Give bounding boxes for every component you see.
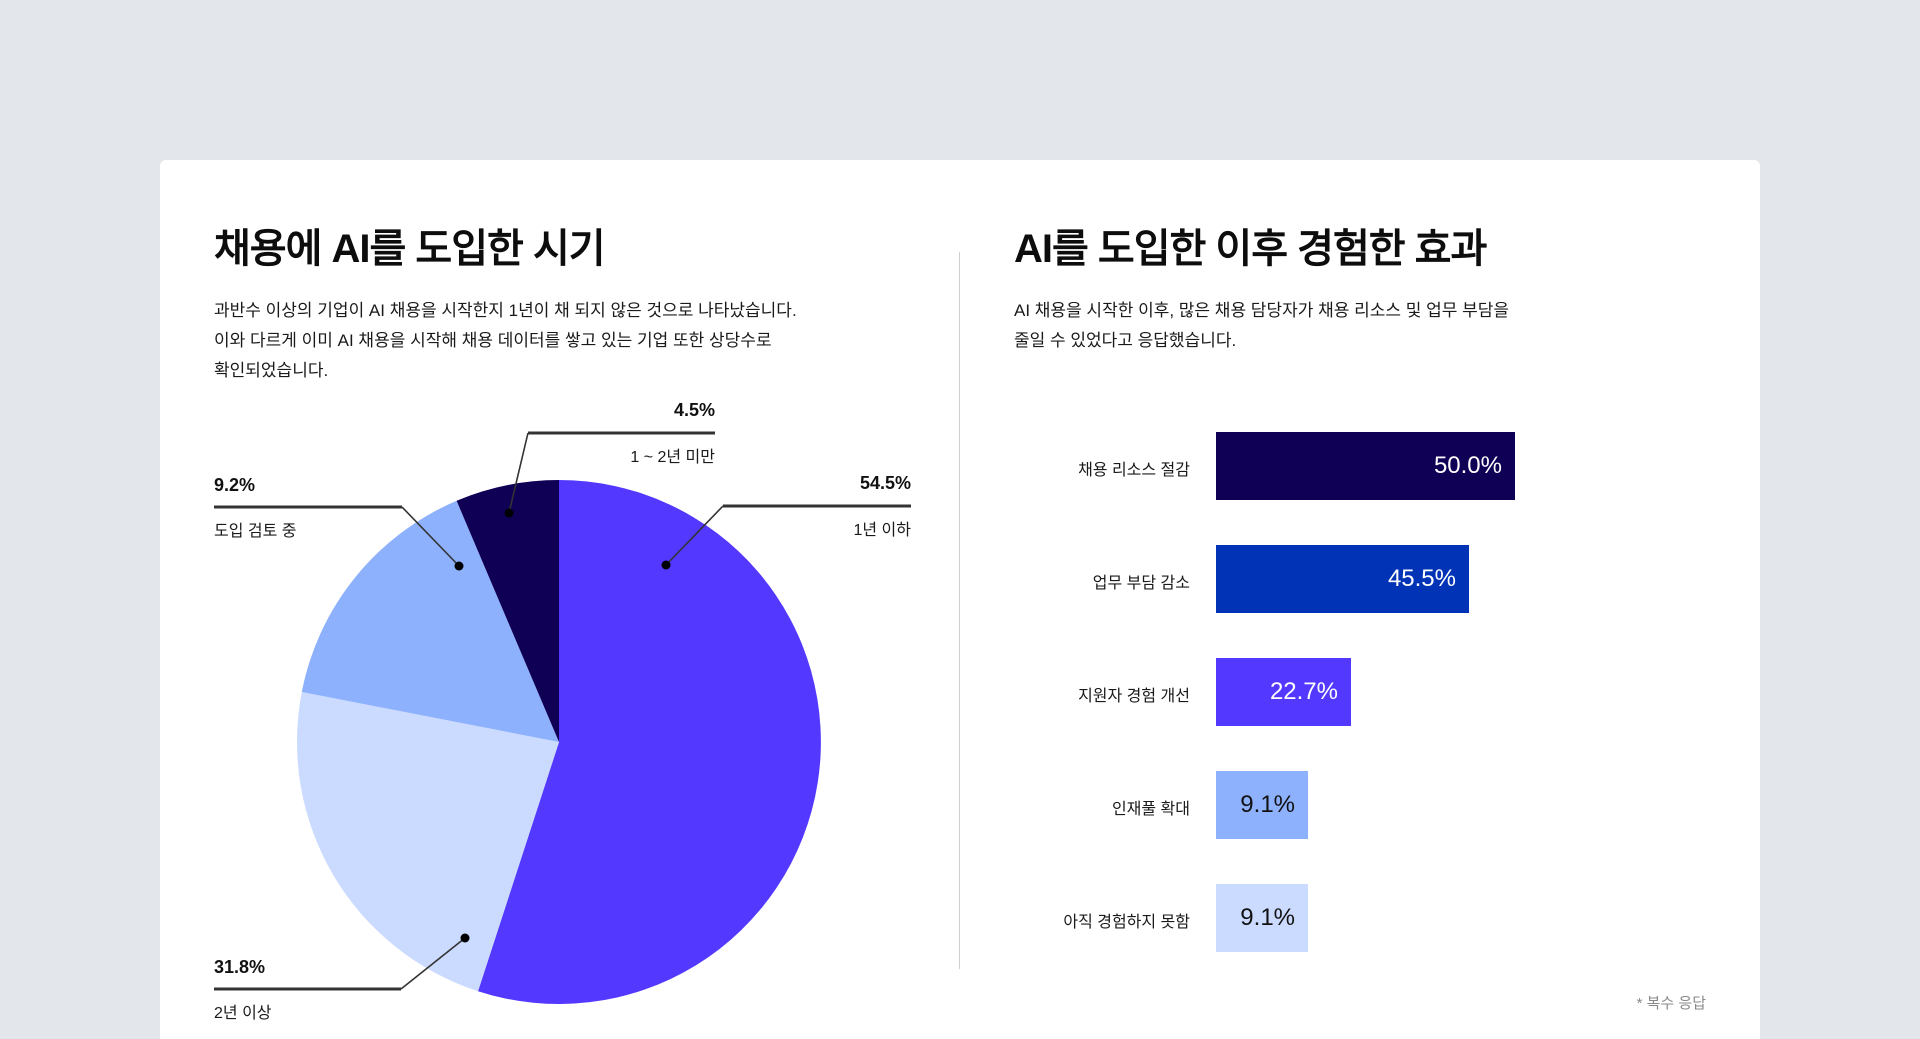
pie-chart-description: 과반수 이상의 기업이 AI 채용을 시작한지 1년이 채 되지 않은 것으로 … bbox=[214, 296, 797, 386]
leader-lines bbox=[214, 431, 911, 991]
bar-workload-reduction[interactable]: 45.5% bbox=[1216, 545, 1469, 613]
slice-pct-2-years-or-more: 31.8% bbox=[214, 957, 266, 977]
slice-label-1-to-2-years: 1 ~ 2년 미만 bbox=[630, 449, 715, 466]
bar-label: 채용 리소스 절감 bbox=[1078, 462, 1190, 479]
bar-value: 50.0% bbox=[1433, 452, 1502, 479]
bar-chart-description: AI 채용을 시작한 이후, 많은 채용 담당자가 채용 리소스 및 업무 부담… bbox=[1014, 296, 1509, 356]
bar-value: 45.5% bbox=[1387, 565, 1456, 592]
slice-label-under-review: 도입 검토 중 bbox=[214, 523, 297, 540]
bar-value: 9.1% bbox=[1240, 791, 1295, 818]
pie-slice-1-to-2-years[interactable] bbox=[456, 479, 559, 742]
pie-slice-2-years-or-more[interactable] bbox=[296, 692, 559, 992]
bar-value: 22.7% bbox=[1269, 678, 1338, 705]
description-line: AI 채용을 시작한 이후, 많은 채용 담당자가 채용 리소스 및 업무 부담… bbox=[1014, 301, 1510, 320]
slice-pct-under-review: 9.2% bbox=[214, 475, 256, 495]
leader-dots bbox=[454, 508, 671, 943]
bar-label: 지원자 경험 개선 bbox=[1078, 688, 1190, 705]
chart-card: 채용에 AI를 도입한 시기 과반수 이상의 기업이 AI 채용을 시작한지 1… bbox=[160, 160, 1760, 1039]
bar-candidate-experience[interactable]: 22.7% bbox=[1216, 658, 1351, 726]
description-line: 이와 다르게 이미 AI 채용을 시작해 채용 데이터를 쌓고 있는 기업 또한… bbox=[214, 331, 772, 350]
bar-value: 9.1% bbox=[1240, 904, 1295, 931]
multiple-response-note: * 복수 응답 bbox=[1636, 995, 1706, 1012]
bar-talent-pool[interactable]: 9.1% bbox=[1216, 771, 1308, 839]
bar-label: 아직 경험하지 못함 bbox=[1063, 914, 1190, 931]
pie-chart-title: 채용에 AI를 도입한 시기 bbox=[214, 227, 606, 271]
slice-pct-1-to-2-years: 4.5% bbox=[673, 400, 715, 420]
description-line: 과반수 이상의 기업이 AI 채용을 시작한지 1년이 채 되지 않은 것으로 … bbox=[214, 301, 797, 320]
bar-resource-saving[interactable]: 50.0% bbox=[1216, 432, 1515, 500]
panel-divider bbox=[959, 252, 960, 969]
description-line: 줄일 수 있었다고 응답했습니다. bbox=[1014, 331, 1237, 350]
bar-not-yet[interactable]: 9.1% bbox=[1216, 884, 1308, 952]
pie-slice-under-review[interactable] bbox=[301, 500, 559, 742]
slice-label-1-year-or-less: 1년 이하 bbox=[853, 522, 911, 539]
bar-label: 업무 부담 감소 bbox=[1092, 575, 1190, 592]
pie-chart bbox=[214, 431, 911, 1004]
slice-label-2-years-or-more: 2년 이상 bbox=[214, 1005, 272, 1022]
bar-label: 인재풀 확대 bbox=[1111, 801, 1190, 818]
slice-pct-1-year-or-less: 54.5% bbox=[859, 473, 911, 493]
bar-chart-title: AI를 도입한 이후 경험한 효과 bbox=[1014, 227, 1487, 271]
pie-slice-1-year-or-less[interactable] bbox=[478, 480, 821, 1004]
description-line: 확인되었습니다. bbox=[214, 361, 329, 380]
